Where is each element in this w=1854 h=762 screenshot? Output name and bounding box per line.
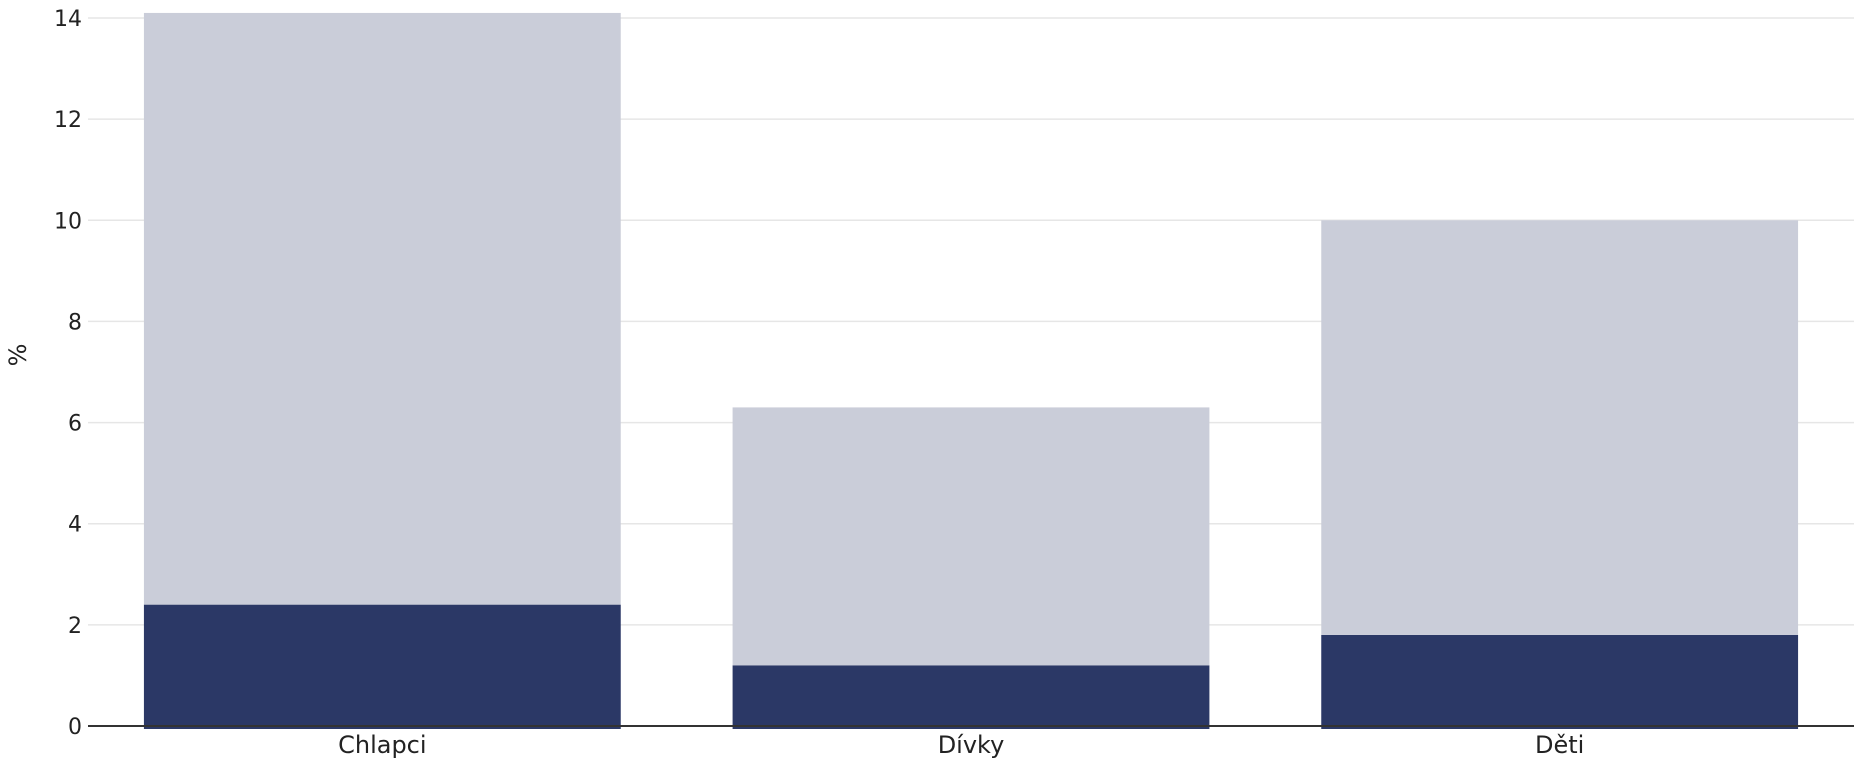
y-tick-label: 4	[68, 513, 82, 538]
bars	[143, 12, 1799, 729]
y-axis-title: %	[4, 344, 32, 367]
y-axis-ticks: 0 2 4 6 8 10 12 14	[54, 7, 82, 740]
bar-dívky-segment-1	[732, 665, 1210, 729]
y-tick-label: 6	[68, 412, 82, 437]
x-tick-label: Chlapci	[338, 731, 426, 759]
bar-chlapci-segment-2	[143, 12, 621, 605]
y-tick-label: 14	[54, 7, 82, 32]
y-tick-label: 8	[68, 310, 82, 335]
bar-chlapci-segment-1	[143, 604, 621, 729]
x-tick-label: Dívky	[938, 731, 1005, 759]
y-tick-label: 0	[68, 715, 82, 740]
bar-dívky-segment-2	[732, 407, 1210, 666]
y-tick-label: 12	[54, 108, 82, 133]
x-axis-ticks: Chlapci Dívky Děti	[338, 731, 1584, 759]
y-tick-label: 2	[68, 614, 82, 639]
bar-děti-segment-1	[1321, 634, 1799, 729]
x-tick-label: Děti	[1535, 731, 1584, 759]
y-tick-label: 10	[54, 209, 82, 234]
bar-děti-segment-2	[1321, 220, 1799, 635]
